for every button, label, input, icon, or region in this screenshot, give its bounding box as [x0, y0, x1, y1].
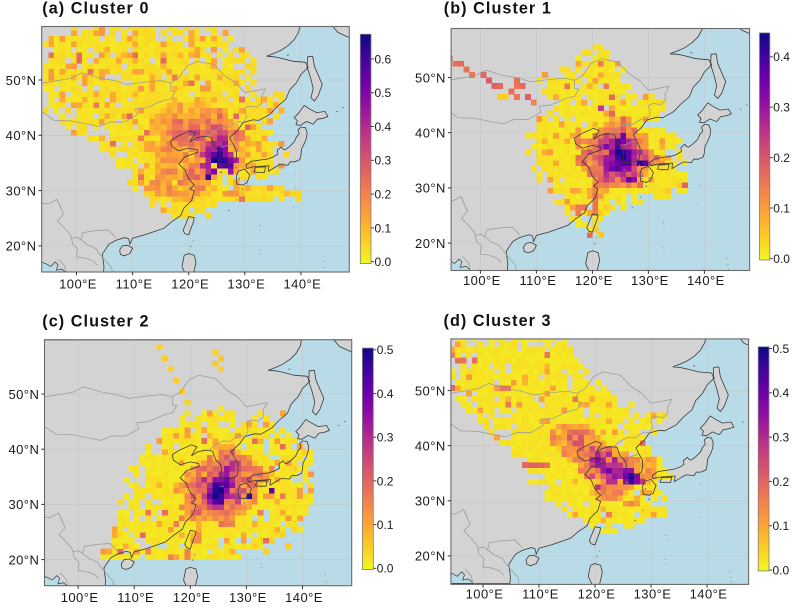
svg-text:100°E: 100°E	[59, 277, 97, 292]
svg-text:100°E: 100°E	[466, 587, 504, 602]
svg-text:0.0: 0.0	[773, 563, 790, 577]
svg-text:0.5: 0.5	[377, 343, 394, 357]
svg-text:120°E: 120°E	[171, 277, 209, 292]
svg-text:50°N: 50°N	[415, 383, 446, 398]
svg-text:30°N: 30°N	[415, 181, 446, 196]
svg-text:0.3: 0.3	[773, 431, 790, 445]
svg-text:30°N: 30°N	[8, 497, 39, 512]
svg-text:0.3: 0.3	[375, 154, 392, 168]
svg-text:0.0: 0.0	[377, 562, 394, 576]
svg-text:0.2: 0.2	[375, 188, 392, 202]
svg-text:0.2: 0.2	[377, 474, 394, 488]
svg-text:20°N: 20°N	[8, 552, 39, 567]
svg-text:0.2: 0.2	[773, 475, 790, 489]
svg-text:130°E: 130°E	[229, 590, 267, 604]
svg-text:0.4: 0.4	[377, 387, 394, 401]
svg-text:130°E: 130°E	[631, 273, 669, 288]
svg-text:(b) Cluster 1: (b) Cluster 1	[444, 0, 552, 17]
svg-text:30°N: 30°N	[415, 494, 446, 509]
svg-text:40°N: 40°N	[8, 442, 39, 457]
svg-text:40°N: 40°N	[415, 439, 446, 454]
svg-text:140°E: 140°E	[690, 587, 728, 602]
svg-text:50°N: 50°N	[6, 73, 37, 88]
svg-text:40°N: 40°N	[6, 128, 37, 143]
svg-text:0.6: 0.6	[375, 52, 392, 66]
svg-text:0.4: 0.4	[375, 120, 392, 134]
svg-text:110°E: 110°E	[116, 277, 153, 292]
svg-text:(c) Cluster 2: (c) Cluster 2	[42, 313, 149, 331]
svg-text:20°N: 20°N	[415, 236, 446, 251]
svg-text:120°E: 120°E	[575, 273, 613, 288]
svg-text:0.1: 0.1	[375, 221, 392, 235]
svg-text:0.5: 0.5	[773, 342, 790, 356]
svg-text:120°E: 120°E	[578, 587, 616, 602]
svg-text:0.3: 0.3	[377, 431, 394, 445]
svg-text:100°E: 100°E	[463, 273, 501, 288]
svg-text:0.4: 0.4	[773, 386, 790, 400]
svg-text:0.5: 0.5	[375, 86, 392, 100]
svg-text:0.4: 0.4	[773, 50, 790, 64]
svg-text:(d) Cluster 3: (d) Cluster 3	[444, 312, 552, 330]
svg-text:140°E: 140°E	[283, 277, 321, 292]
svg-text:0.0: 0.0	[375, 255, 392, 269]
svg-text:120°E: 120°E	[173, 590, 211, 604]
svg-text:130°E: 130°E	[227, 277, 265, 292]
svg-text:0.3: 0.3	[773, 101, 790, 115]
svg-text:0.2: 0.2	[773, 151, 790, 165]
svg-text:110°E: 110°E	[519, 273, 556, 288]
svg-text:50°N: 50°N	[415, 70, 446, 85]
svg-text:0.1: 0.1	[773, 201, 790, 215]
svg-text:0.1: 0.1	[773, 519, 790, 533]
svg-text:100°E: 100°E	[61, 590, 99, 604]
svg-text:110°E: 110°E	[522, 587, 559, 602]
svg-text:50°N: 50°N	[8, 387, 39, 402]
svg-text:30°N: 30°N	[6, 183, 37, 198]
svg-text:20°N: 20°N	[415, 549, 446, 564]
svg-text:0.1: 0.1	[377, 518, 394, 532]
svg-text:110°E: 110°E	[117, 590, 154, 604]
svg-text:40°N: 40°N	[415, 126, 446, 141]
svg-text:130°E: 130°E	[634, 587, 672, 602]
svg-text:140°E: 140°E	[285, 590, 323, 604]
svg-text:140°E: 140°E	[687, 273, 725, 288]
svg-text:0.0: 0.0	[773, 252, 790, 266]
svg-text:(a) Cluster 0: (a) Cluster 0	[42, 0, 149, 17]
svg-text:20°N: 20°N	[6, 239, 37, 254]
